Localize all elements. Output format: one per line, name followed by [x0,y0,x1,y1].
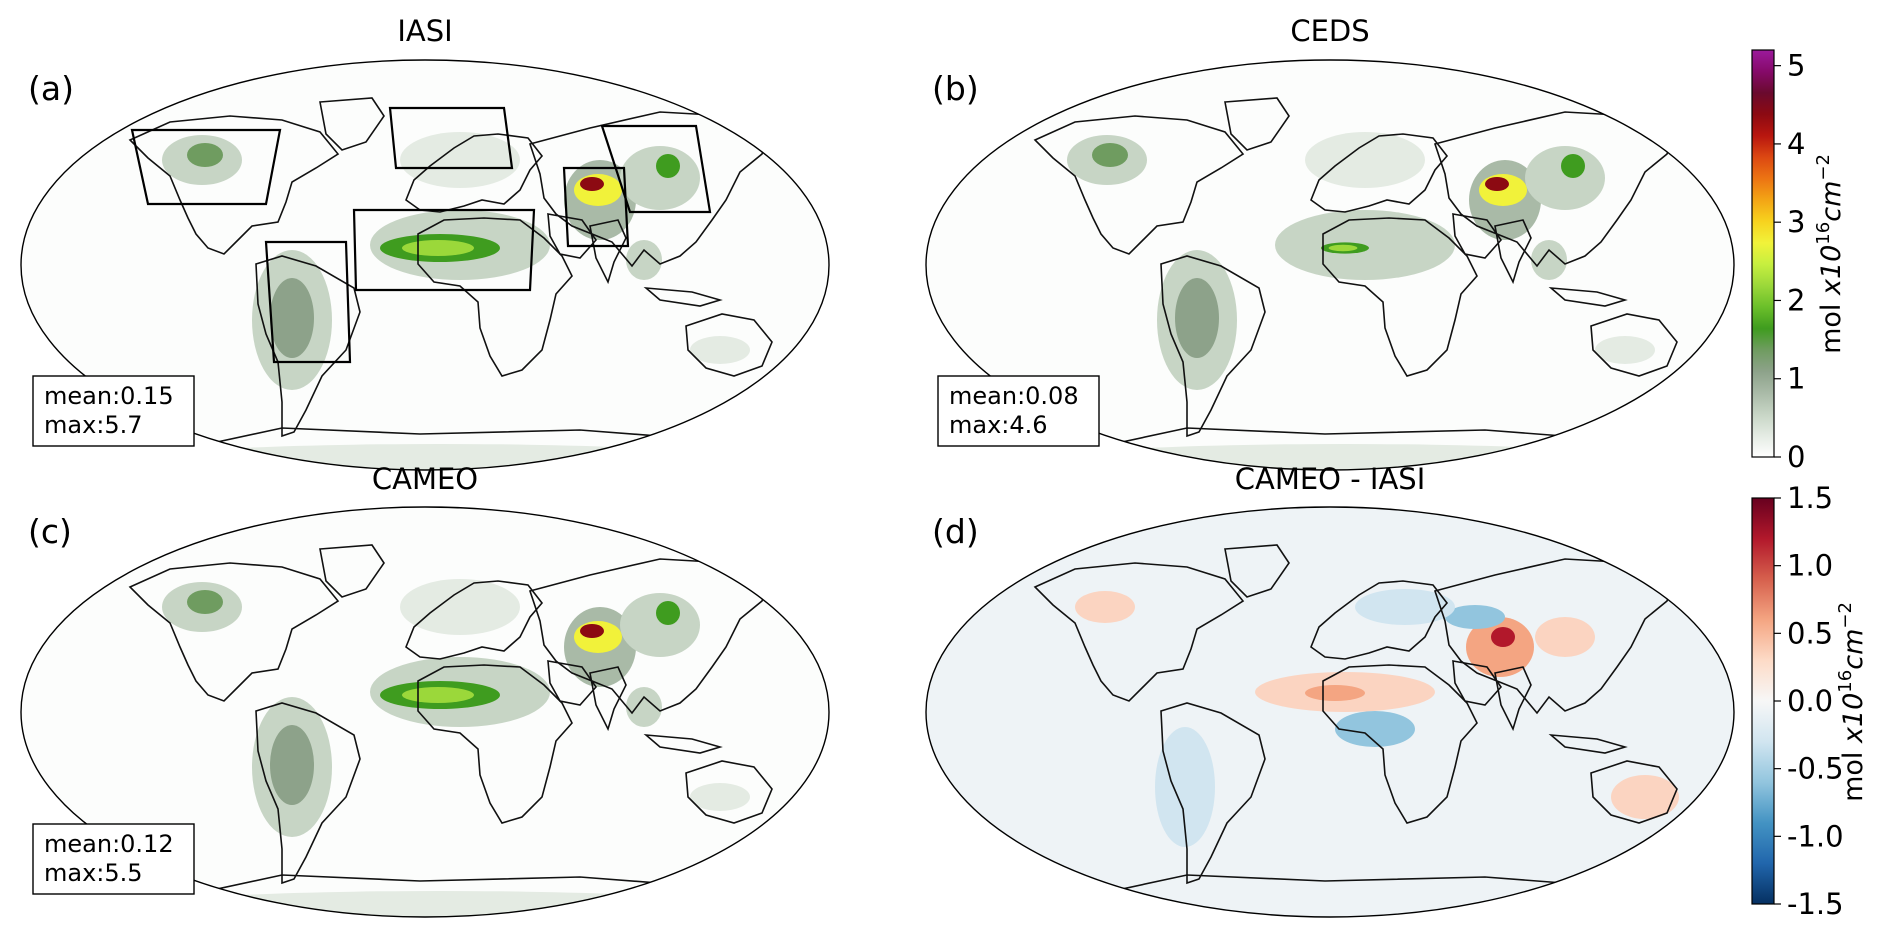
region-box-africa [352,208,536,292]
field-antarctica [140,891,740,917]
panel-a-stats-box: mean:0.15 max:5.7 [32,375,195,447]
region-box-north-america [130,128,282,206]
panel-d-map [925,506,1735,918]
bottom-colorbar-label: mol x1016cm−2 [1835,602,1869,802]
panel-a-region-boxes [130,106,712,364]
field-south-america-core [1175,278,1219,358]
bottom-colorbar-bar [1751,497,1775,905]
field-north-america-core [187,143,223,167]
panel-c-letter: (c) [28,512,72,551]
field-europe [400,579,520,635]
field-indo-gangetic-peak [580,177,604,191]
field-southeast-asia [626,240,662,280]
diff-sahel-core [1305,685,1365,701]
panel-b-title: CEDS [1290,14,1369,48]
panel-c-stats-box: mean:0.12 max:5.5 [32,823,195,895]
field-south-america-core [270,278,314,358]
bottom-colorbar-tick-label: -0.5 [1787,752,1844,786]
panel-b-mean: mean:0.08 [949,382,1079,410]
diff-north-america [1075,591,1135,623]
top-colorbar-label: mol x1016cm−2 [1813,154,1847,354]
panel-c-max: max:5.5 [44,859,143,887]
top-colorbar-tick-label: 3 [1787,205,1805,239]
field-southeast-asia [1531,240,1567,280]
bottom-colorbar-tick-label: 0.5 [1787,616,1833,650]
panel-b-max: max:4.6 [949,411,1048,439]
region-box-india [562,166,630,248]
bottom-colorbar-tick-label: 0.0 [1787,684,1833,718]
field-north-america-core [1092,143,1128,167]
panel-b-letter: (b) [932,69,979,108]
panel-a-letter: (a) [28,69,74,108]
field-east-asia-core [1561,154,1585,178]
panel-c-title: CAMEO [372,462,478,496]
top-colorbar-tick-label: 0 [1787,440,1805,474]
bottom-colorbar-tick-label: -1.0 [1787,819,1844,853]
field-australia [690,336,750,364]
diff-south-america [1155,727,1215,847]
region-box-europe [388,106,514,170]
bottom-colorbar-ticks: 1.5 1.0 0.5 0.0 -0.5 -1.0 -1.5 [1774,481,1844,921]
region-box-south-america [264,240,352,364]
field-europe [1305,132,1425,188]
field-east-asia [1525,146,1605,210]
top-colorbar-tick-label: 2 [1787,283,1805,317]
panel-d-title: CAMEO - IASI [1235,462,1426,496]
field-australia [690,783,750,811]
field-south-america-core [270,725,314,805]
bottom-colorbar: 1.5 1.0 0.5 0.0 -0.5 -1.0 -1.5 mol x1016cm−2 [1751,481,1869,921]
panel-d-letter: (d) [932,512,979,551]
field-indo-gangetic-peak [580,624,604,638]
panel-a-max: max:5.7 [44,411,143,439]
bottom-colorbar-tick-label: 1.5 [1787,481,1833,515]
top-colorbar-ticks: 5 4 3 2 1 0 [1774,49,1805,474]
panel-d-field [1075,589,1679,847]
field-europe [400,132,520,188]
diff-india [1466,617,1534,677]
top-colorbar-tick-label: 4 [1787,127,1805,161]
diff-australia [1611,775,1679,819]
bottom-colorbar-tick-label: 1.0 [1787,549,1833,583]
field-australia [1595,336,1655,364]
panel-a-mean: mean:0.15 [44,382,174,410]
field-east-asia-core [656,601,680,625]
field-southeast-asia [626,687,662,727]
bottom-colorbar-tick-label: -1.5 [1787,887,1844,921]
field-east-asia [620,593,700,657]
diff-middle-east [1445,605,1505,629]
field-sahel-peak [402,687,474,703]
field-indo-gangetic-peak [1485,177,1509,191]
top-colorbar: 5 4 3 2 1 0 mol x1016cm−2 [1751,49,1847,474]
panel-b-stats-box: mean:0.08 max:4.6 [937,375,1100,447]
top-colorbar-tick-label: 5 [1787,49,1805,83]
field-sahel-peak [402,240,474,256]
region-box-east-asia [600,124,712,214]
field-east-asia-core [656,154,680,178]
diff-india-peak [1491,627,1515,647]
field-sahel-peak [1328,244,1358,252]
diff-east-asia [1535,617,1595,657]
panel-c-mean: mean:0.12 [44,830,174,858]
panel-a-title: IASI [397,14,452,48]
diff-europe [1355,589,1455,625]
top-colorbar-bar [1751,49,1775,458]
field-north-america-core [187,590,223,614]
panel-d-background [926,507,1734,917]
diff-central-africa [1335,711,1415,747]
top-colorbar-tick-label: 1 [1787,362,1805,396]
field-east-asia [620,146,700,210]
